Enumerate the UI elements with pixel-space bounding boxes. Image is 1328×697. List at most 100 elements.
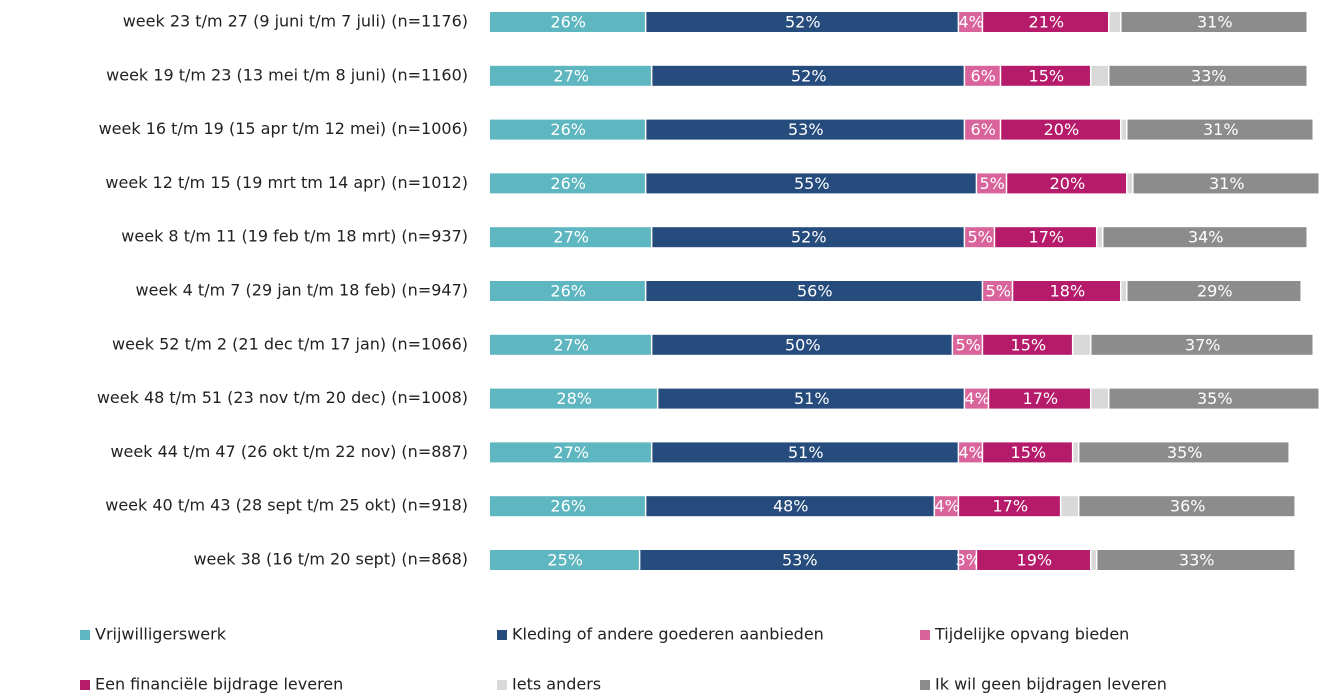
value-label: 4%	[958, 443, 983, 462]
value-label: 5%	[986, 282, 1011, 301]
value-label: 26%	[550, 13, 586, 32]
bar-segment	[1127, 173, 1133, 194]
category-label: week 40 t/m 43 (28 sept t/m 25 okt) (n=9…	[105, 496, 468, 515]
value-label: 6%	[970, 66, 995, 85]
bar-segment	[646, 281, 982, 301]
value-label: 28%	[556, 389, 592, 408]
bar-segment	[646, 496, 934, 517]
bar-segment	[490, 496, 645, 517]
value-label: 31%	[1209, 174, 1245, 193]
bar-segment	[490, 442, 651, 463]
bar-segment	[965, 119, 1000, 140]
bar-segment	[1001, 65, 1090, 86]
bar-segment	[1121, 119, 1127, 140]
legend-label: Iets anders	[512, 675, 601, 694]
bar-segment	[965, 65, 1000, 86]
legend-swatch	[497, 630, 507, 640]
bar-segment	[646, 119, 964, 140]
bar-segment	[959, 12, 982, 32]
value-label: 53%	[788, 120, 824, 139]
legend-swatch	[80, 680, 90, 690]
value-label: 48%	[773, 497, 809, 516]
value-label: 5%	[955, 335, 980, 354]
bar-segment	[983, 12, 1108, 32]
value-label: 50%	[785, 335, 821, 354]
value-label: 19%	[1017, 551, 1053, 570]
bar-segment	[1001, 119, 1121, 140]
value-label: 51%	[788, 443, 824, 462]
legend-swatch	[920, 630, 930, 640]
value-label: 51%	[794, 389, 830, 408]
bar-segment	[995, 227, 1096, 248]
bar-segment	[1127, 281, 1301, 301]
legend-label: Tijdelijke opvang bieden	[934, 625, 1129, 644]
bar-segment	[1007, 173, 1127, 194]
category-label: week 44 t/m 47 (26 okt t/m 22 nov) (n=88…	[110, 442, 468, 461]
value-label: 37%	[1185, 335, 1221, 354]
bar-segment	[1073, 334, 1090, 355]
bar-segment	[1073, 442, 1078, 463]
value-label: 26%	[550, 282, 586, 301]
value-label: 20%	[1050, 174, 1086, 193]
value-label: 15%	[1011, 335, 1047, 354]
value-label: 26%	[550, 174, 586, 193]
legend-label: Ik wil geen bijdragen leveren	[935, 675, 1167, 694]
bar-segment	[1133, 173, 1319, 194]
value-label: 17%	[1029, 228, 1065, 247]
bar-segment	[1103, 227, 1307, 248]
bar-segment	[652, 65, 964, 86]
bar-segment	[1127, 119, 1313, 140]
value-label: 31%	[1203, 120, 1239, 139]
bar-segment	[983, 281, 1012, 301]
value-label: 25%	[547, 551, 583, 570]
value-label: 52%	[791, 66, 827, 85]
category-label: week 23 t/m 27 (9 juni t/m 7 juli) (n=11…	[123, 12, 468, 31]
value-label: 4%	[958, 13, 983, 32]
category-label: week 4 t/m 7 (29 jan t/m 18 feb) (n=947)	[136, 281, 468, 300]
bar-segment	[490, 388, 657, 409]
bar-segment	[965, 388, 988, 409]
value-label: 17%	[992, 497, 1028, 516]
value-label: 35%	[1197, 389, 1233, 408]
bar-segment	[989, 388, 1090, 409]
value-label: 20%	[1044, 120, 1080, 139]
value-label: 27%	[553, 443, 589, 462]
bar-segment	[652, 227, 964, 248]
legend-label: Vrijwilligerswerk	[95, 625, 227, 644]
legend-swatch	[920, 680, 930, 690]
bar-segment	[1097, 550, 1295, 570]
bar-segment	[490, 227, 651, 248]
bar-segment	[490, 173, 645, 194]
bar-segment	[959, 550, 976, 570]
value-label: 6%	[970, 120, 995, 139]
value-label: 34%	[1188, 228, 1224, 247]
value-label: 15%	[1029, 66, 1065, 85]
value-label: 55%	[794, 174, 830, 193]
bar-segment	[490, 119, 645, 140]
bar-segment	[959, 442, 982, 463]
category-label: week 19 t/m 23 (13 mei t/m 8 juni) (n=11…	[106, 65, 468, 84]
value-label: 3%	[955, 551, 980, 570]
bar-segment	[646, 12, 958, 32]
legend-swatch	[80, 630, 90, 640]
bar-segment	[1109, 12, 1121, 32]
category-label: week 12 t/m 15 (19 mrt tm 14 apr) (n=101…	[105, 173, 468, 192]
legend-label: Een financiële bijdrage leveren	[95, 675, 343, 694]
bar-segment	[1091, 388, 1108, 409]
value-label: 33%	[1191, 66, 1227, 85]
category-label: week 16 t/m 19 (15 apr t/m 12 mei) (n=10…	[99, 119, 468, 138]
value-label: 36%	[1170, 497, 1206, 516]
bar-segment	[935, 496, 958, 517]
bar-segment	[959, 496, 1060, 517]
value-label: 15%	[1011, 443, 1047, 462]
bar-segment	[1079, 442, 1289, 463]
bar-segment	[1121, 12, 1307, 32]
value-label: 27%	[553, 335, 589, 354]
bar-segment	[1091, 65, 1108, 86]
value-label: 4%	[934, 497, 959, 516]
value-label: 33%	[1179, 551, 1215, 570]
value-label: 26%	[550, 120, 586, 139]
category-label: week 8 t/m 11 (19 feb t/m 18 mrt) (n=937…	[121, 227, 468, 246]
bar-segment	[1109, 65, 1307, 86]
value-label: 56%	[797, 282, 833, 301]
